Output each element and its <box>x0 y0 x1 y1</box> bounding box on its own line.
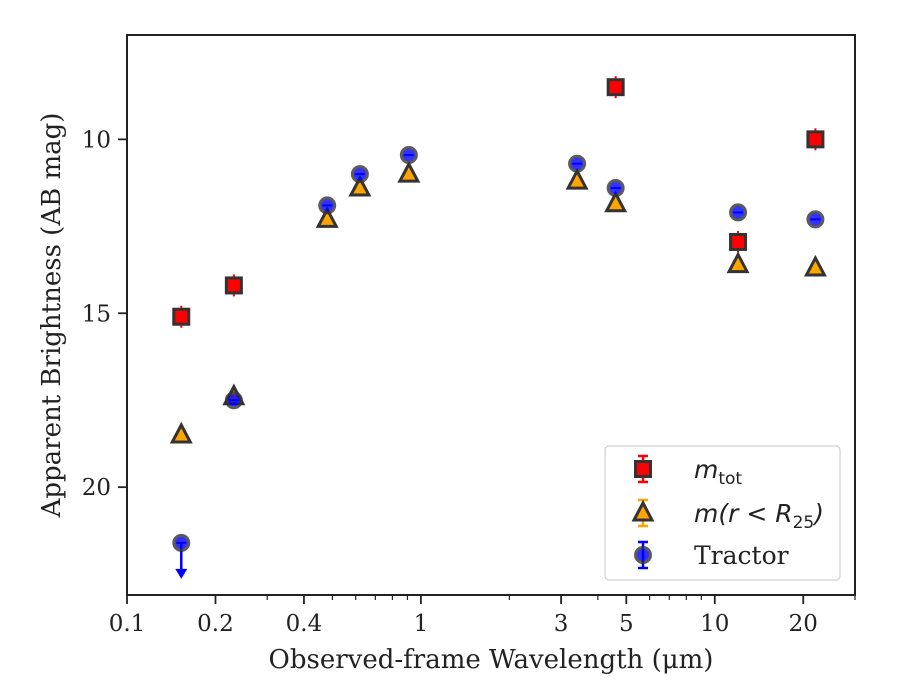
square-marker <box>606 78 625 97</box>
square-marker <box>806 130 825 149</box>
triangle-marker <box>169 421 193 444</box>
square-point <box>729 230 748 253</box>
square-point <box>806 128 825 151</box>
y-tick-label: 10 <box>82 127 111 153</box>
x-tick-label: 5 <box>619 611 634 637</box>
circle-point <box>172 533 191 579</box>
triangle-point <box>726 251 750 274</box>
y-tick-label: 15 <box>82 301 111 327</box>
y-axis-label: Apparent Brightness (AB mag) <box>37 113 67 519</box>
plot-frame <box>126 34 856 596</box>
square-marker <box>729 232 748 251</box>
legend-entry: mtot <box>634 454 742 489</box>
square-marker <box>172 307 191 326</box>
triangle-marker <box>726 251 750 274</box>
axis-ticks: 0.1 0.2 0.4 1 3 5 10 20 10 15 20 <box>82 127 856 637</box>
x-tick-label: 0.1 <box>109 611 146 637</box>
square-marker <box>224 276 243 295</box>
data-marks <box>169 76 827 579</box>
x-tick-label: 0.4 <box>286 611 323 637</box>
circle-point <box>806 210 825 229</box>
triangle-point <box>803 254 827 277</box>
legend-entry: m(r < R25) <box>631 498 824 533</box>
x-tick-label: 1 <box>414 611 429 637</box>
x-tick-label: 0.2 <box>197 611 234 637</box>
triangle-marker <box>348 174 372 197</box>
triangle-marker <box>565 167 589 190</box>
x-tick-label: 10 <box>700 611 729 637</box>
square-point <box>606 76 625 99</box>
legend-triangle-marker <box>631 499 655 522</box>
legend: mtot m(r < R25) Tractor <box>604 445 841 581</box>
circle-point <box>399 146 418 164</box>
circle-point <box>318 196 337 215</box>
legend-circle-marker <box>634 546 652 564</box>
circle-point <box>350 165 369 184</box>
triangle-marker <box>315 206 339 228</box>
triangle-point <box>169 421 193 444</box>
x-tick-label: 20 <box>789 611 818 637</box>
x-axis-label: Observed-frame Wavelength (μm) <box>269 645 714 675</box>
circle-point <box>606 179 625 198</box>
legend-box <box>604 445 841 581</box>
legend-label: mtot <box>694 455 742 489</box>
triangle-point <box>397 160 421 183</box>
upper-limit-arrow <box>175 568 188 579</box>
triangle-marker <box>397 160 421 183</box>
legend-entry: Tractor <box>634 540 789 570</box>
triangle-marker <box>803 254 827 277</box>
circle-point <box>224 391 243 410</box>
x-tick-label: 3 <box>554 611 569 637</box>
circle-point <box>729 203 748 222</box>
circle-point <box>568 154 587 173</box>
legend-label: Tractor <box>694 541 789 570</box>
square-point <box>224 274 243 297</box>
y-tick-label: 20 <box>82 475 111 501</box>
legend-label: m(r < R25) <box>694 499 824 533</box>
legend-square-marker <box>634 460 652 478</box>
square-point <box>172 305 191 328</box>
triangle-marker <box>604 190 628 213</box>
